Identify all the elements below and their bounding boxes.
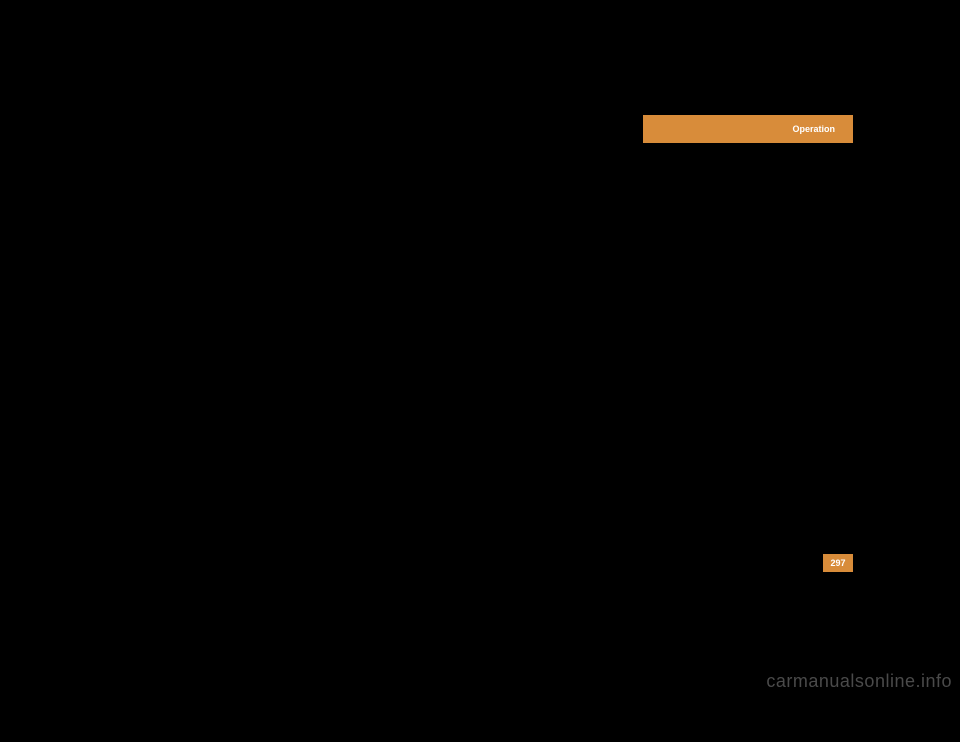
watermark-text: carmanualsonline.info (766, 671, 952, 692)
section-header-box: Operation (643, 115, 853, 143)
page-number-value: 297 (830, 558, 845, 568)
section-header-label: Operation (792, 124, 835, 134)
page-number-box: 297 (823, 554, 853, 572)
